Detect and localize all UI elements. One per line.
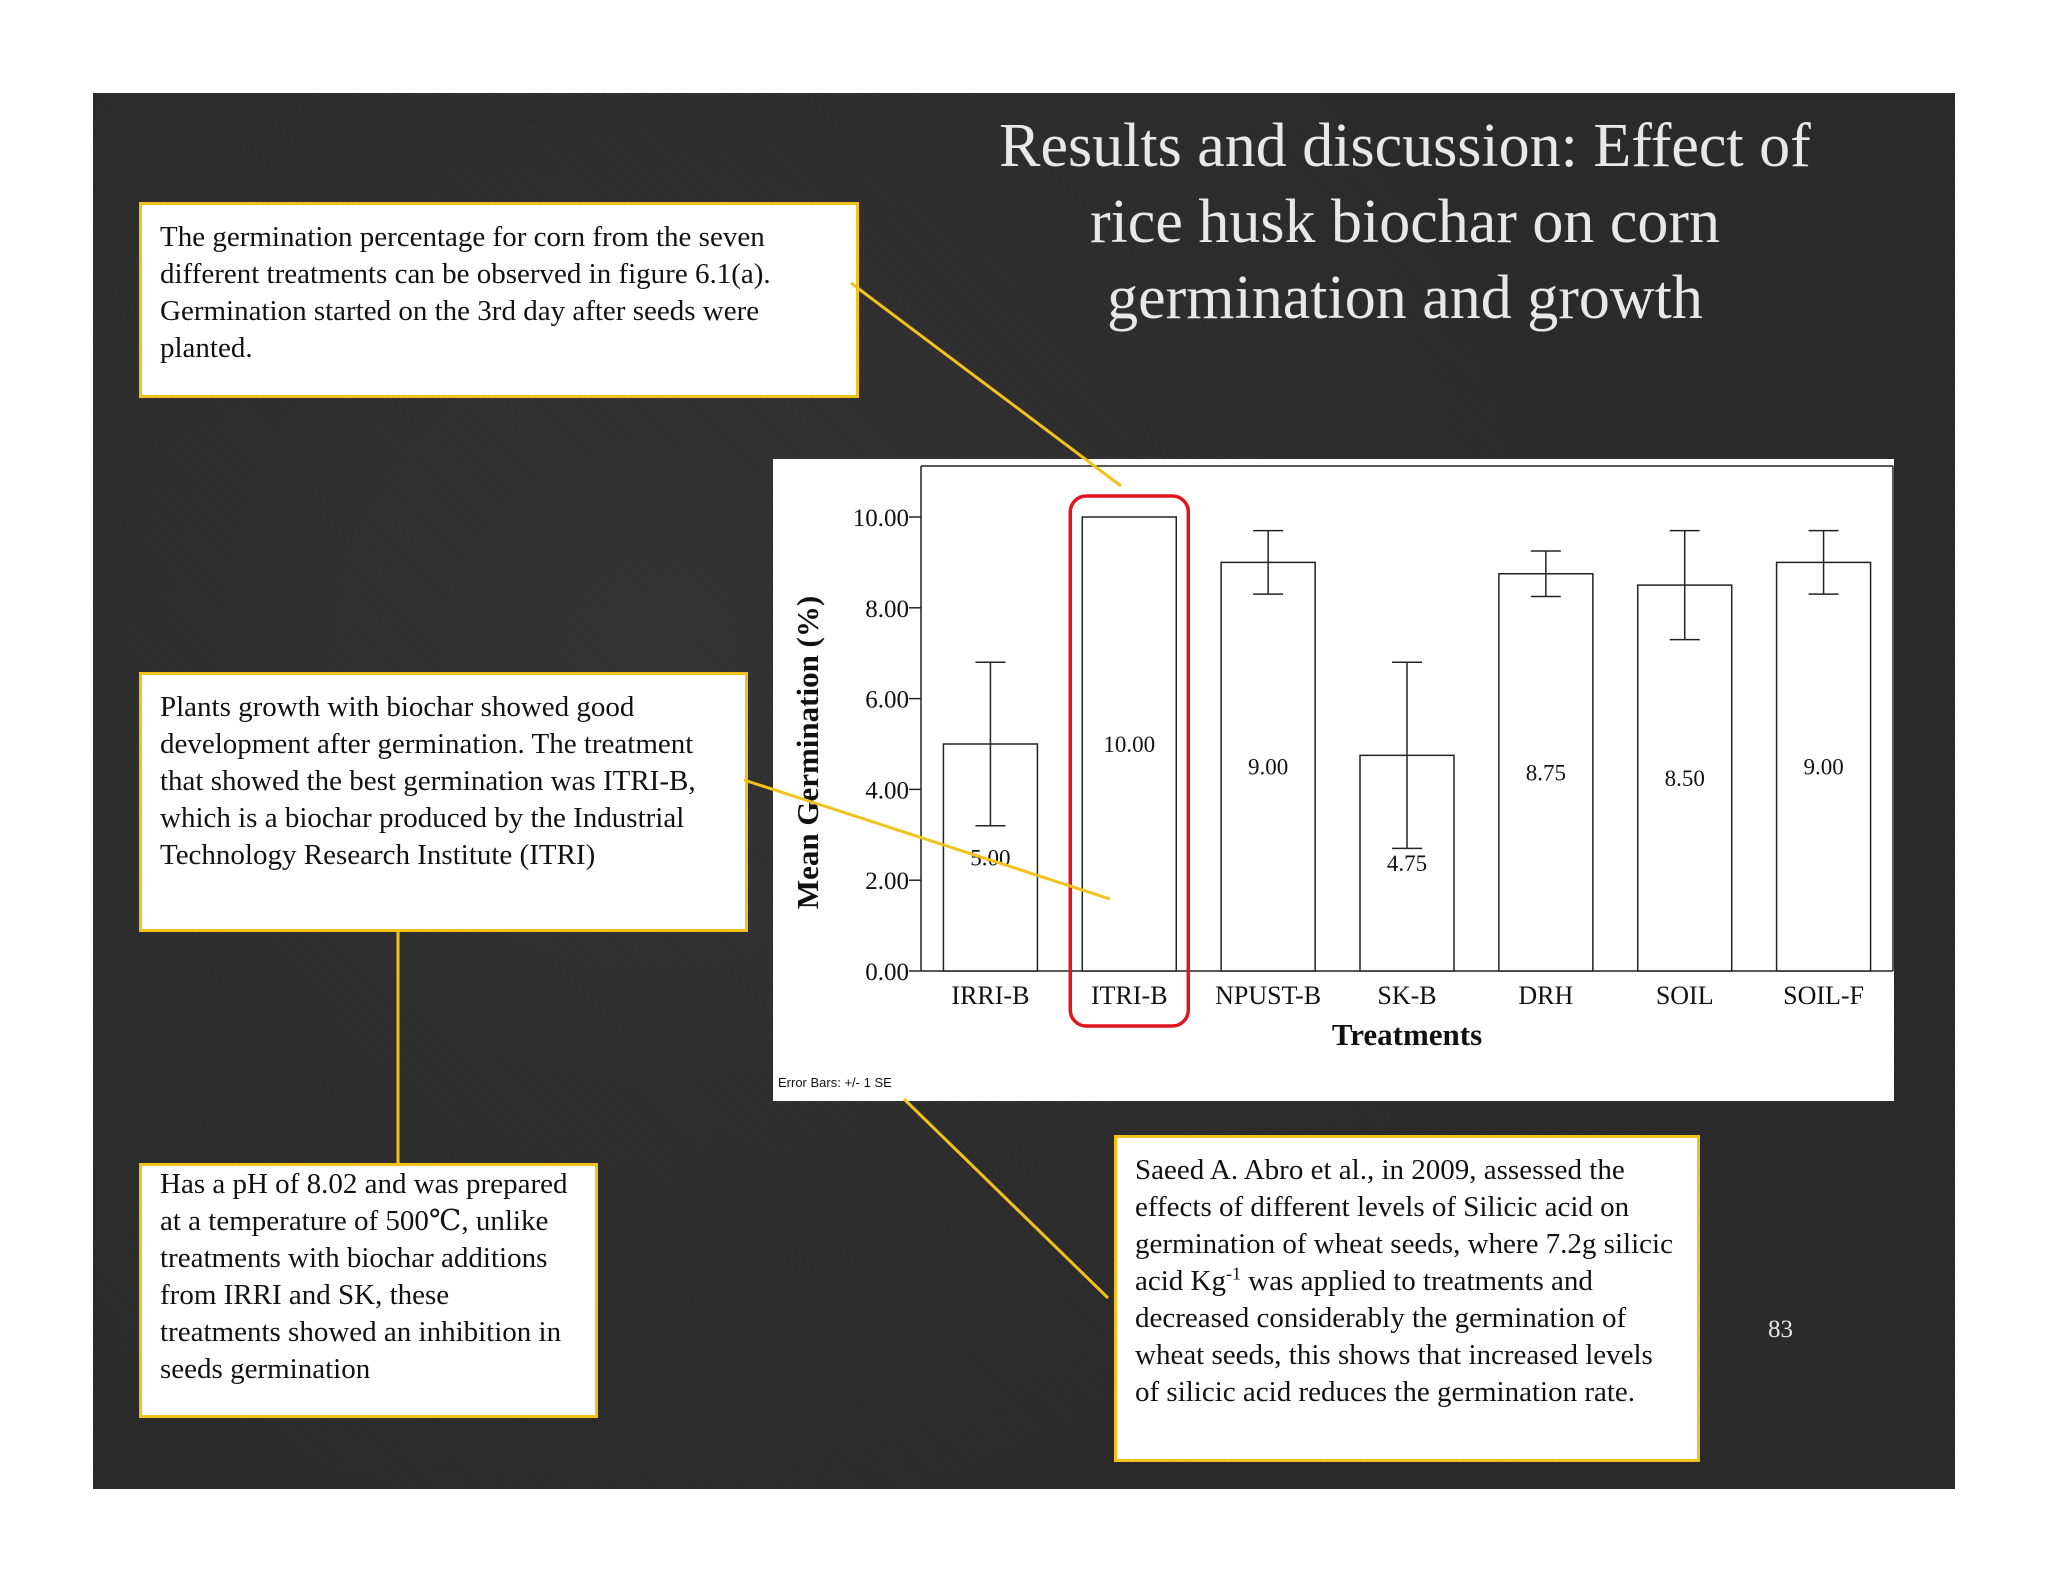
value-label-sk-b: 4.75: [1387, 851, 1427, 876]
callout-germination-intro-text: The germination percentage for corn from…: [160, 221, 771, 364]
value-label-drh: 8.75: [1526, 760, 1566, 785]
callout-ph-info-text: Has a pH of 8.02 and was prepared at a t…: [160, 1168, 568, 1385]
x-label-drh: DRH: [1518, 981, 1573, 1010]
page-number: 83: [1768, 1316, 1793, 1343]
bar-soil-f: [1775, 561, 1872, 972]
callout-silicic-acid: Saeed A. Abro et al., in 2009, assessed …: [1114, 1135, 1700, 1462]
bar-soil: [1636, 584, 1733, 972]
y-axis-title: Mean Germination (%): [790, 596, 825, 909]
x-axis-title: Treatments: [1332, 1017, 1482, 1052]
error-bar-note: Error Bars: +/- 1 SE: [778, 1075, 892, 1090]
x-label-sk-b: SK-B: [1377, 981, 1436, 1010]
value-label-itri-b: 10.00: [1103, 732, 1155, 757]
x-label-itri-b: ITRI-B: [1091, 981, 1168, 1010]
callout-silicic-after: was applied to treatments and decreased …: [1135, 1265, 1653, 1408]
slide-title: Results and discussion: Effect of rice h…: [999, 112, 1811, 332]
y-axis: 0.00 2.00 4.00 6.00 8.00 10.00: [853, 505, 921, 986]
highlight-box-itri-b: [1068, 494, 1191, 1028]
y-tick-label: 2.00: [865, 868, 909, 895]
value-label-soil: 8.50: [1665, 766, 1705, 791]
bar-drh: [1498, 573, 1594, 972]
value-label-soil-f: 9.00: [1803, 755, 1843, 780]
x-axis-labels: IRRI-B ITRI-B NPUST-B SK-B DRH SOIL SOIL-F: [951, 981, 1864, 1010]
y-tick-label: 6.00: [865, 687, 909, 714]
bar-npust-b: [1220, 561, 1316, 972]
bars: [942, 516, 1872, 972]
x-label-soil-f: SOIL-F: [1783, 981, 1864, 1010]
callout-germination-intro: The germination percentage for corn from…: [139, 202, 859, 398]
bar-chart: 0.00 2.00 4.00 6.00 8.00 10.00 5.00 10.00 9.00 4…: [778, 465, 1894, 1090]
highlight-group: [1068, 494, 1191, 1028]
callout-silicic-before: Saeed A. Abro et al., in 2009, assessed …: [1135, 1154, 1673, 1297]
value-label-irri-b: 5.00: [970, 846, 1010, 871]
y-tick-label: 8.00: [865, 596, 909, 623]
y-tick-label: 10.00: [853, 505, 909, 532]
value-label-npust-b: 9.00: [1248, 755, 1288, 780]
y-tick-label: 4.00: [865, 777, 909, 804]
bar-value-labels: 5.00 10.00 9.00 4.75 8.75 8.50 9.00: [970, 732, 1843, 876]
x-label-npust-b: NPUST-B: [1215, 981, 1321, 1010]
callout-silicic-superscript: -1: [1226, 1263, 1241, 1284]
x-label-irri-b: IRRI-B: [951, 981, 1029, 1010]
chart-panel: 0.00 2.00 4.00 6.00 8.00 10.00 5.00 10.00 9.00 4…: [773, 459, 1894, 1101]
y-tick-label: 0.00: [865, 959, 909, 986]
x-label-soil: SOIL: [1656, 981, 1714, 1010]
callout-best-treatment-text: Plants growth with biochar showed good d…: [160, 691, 696, 871]
callout-best-treatment: Plants growth with biochar showed good d…: [139, 672, 748, 932]
callout-ph-info: Has a pH of 8.02 and was prepared at a t…: [139, 1163, 598, 1418]
